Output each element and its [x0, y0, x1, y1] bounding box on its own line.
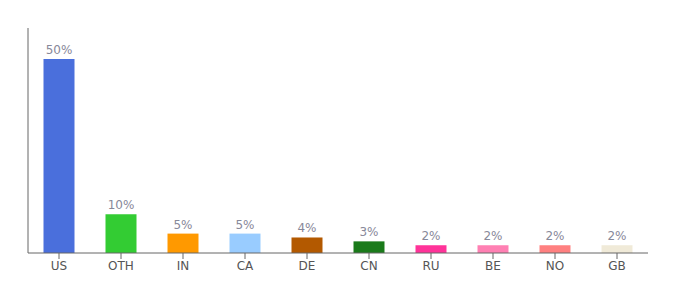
svg-text:10%: 10%: [108, 198, 135, 212]
svg-text:5%: 5%: [173, 218, 192, 232]
svg-text:NO: NO: [546, 259, 564, 273]
svg-text:5%: 5%: [235, 218, 254, 232]
svg-text:BE: BE: [485, 259, 501, 273]
svg-text:2%: 2%: [545, 229, 564, 243]
svg-text:DE: DE: [299, 259, 316, 273]
svg-text:4%: 4%: [297, 221, 316, 235]
svg-text:RU: RU: [422, 259, 439, 273]
svg-text:OTH: OTH: [108, 259, 134, 273]
svg-text:IN: IN: [177, 259, 190, 273]
svg-text:US: US: [51, 259, 67, 273]
svg-text:3%: 3%: [359, 225, 378, 239]
svg-text:GB: GB: [608, 259, 626, 273]
svg-text:2%: 2%: [421, 229, 440, 243]
svg-text:2%: 2%: [483, 229, 502, 243]
svg-text:2%: 2%: [607, 229, 626, 243]
svg-text:CA: CA: [237, 259, 254, 273]
svg-text:50%: 50%: [46, 43, 73, 57]
svg-text:CN: CN: [360, 259, 377, 273]
